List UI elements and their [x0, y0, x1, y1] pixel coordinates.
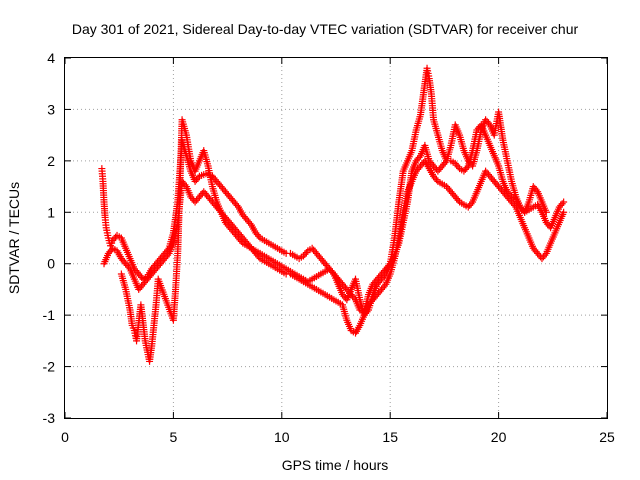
y-tick-label: 3	[47, 101, 55, 117]
data-point-fill	[432, 176, 440, 184]
data-point	[542, 208, 550, 216]
data-point-fill	[237, 237, 245, 245]
y-tick-label: -3	[43, 410, 56, 426]
data-point-fill	[463, 164, 471, 172]
x-tick-label: 20	[491, 429, 507, 445]
y-tick-label: 2	[47, 153, 55, 169]
chart-title: Day 301 of 2021, Sidereal Day-to-day VTE…	[72, 21, 579, 37]
data-point-fill	[164, 251, 172, 259]
x-tick-label: 10	[274, 429, 290, 445]
data-point-fill	[467, 200, 475, 208]
y-axis-label: SDTVAR / TECUs	[6, 182, 22, 294]
x-tick-label: 25	[599, 429, 615, 445]
data-markers	[98, 64, 568, 365]
data-point	[560, 208, 568, 216]
y-tick-label: -1	[43, 307, 56, 323]
data-point-fill	[532, 186, 540, 194]
y-tick-label: 0	[47, 256, 55, 272]
plot-frame	[64, 57, 608, 419]
data-point-fill	[302, 249, 310, 257]
data-point-fill	[380, 272, 388, 280]
data-point-fill	[484, 119, 492, 127]
data-point-fill	[246, 219, 254, 227]
data-point-fill	[194, 174, 202, 182]
y-tick-label: 4	[47, 50, 55, 66]
data-point-fill	[380, 282, 388, 290]
data-point-fill	[541, 251, 549, 259]
data-point-fill	[328, 268, 336, 276]
data-point-fill	[415, 153, 423, 161]
data-point-fill	[255, 253, 263, 261]
data-point-fill	[454, 163, 462, 171]
x-tick-label: 0	[61, 429, 69, 445]
data-point-fill	[255, 232, 263, 240]
data-point-fill	[233, 201, 241, 209]
axis-ticks: 0 5 10 15 20 25 -3 -2 -1 0 1 2 3 4	[43, 50, 615, 445]
data-point-fill	[454, 196, 462, 204]
x-axis-label: GPS time / hours	[282, 457, 389, 473]
data-point-fill	[363, 308, 371, 316]
y-tick-label: -2	[43, 359, 56, 375]
data-point-fill	[558, 200, 566, 208]
data-point	[560, 198, 568, 206]
data-point-fill	[125, 263, 133, 271]
x-tick-label: 5	[170, 429, 178, 445]
y-tick-label: 1	[47, 204, 55, 220]
x-tick-label: 15	[382, 429, 398, 445]
